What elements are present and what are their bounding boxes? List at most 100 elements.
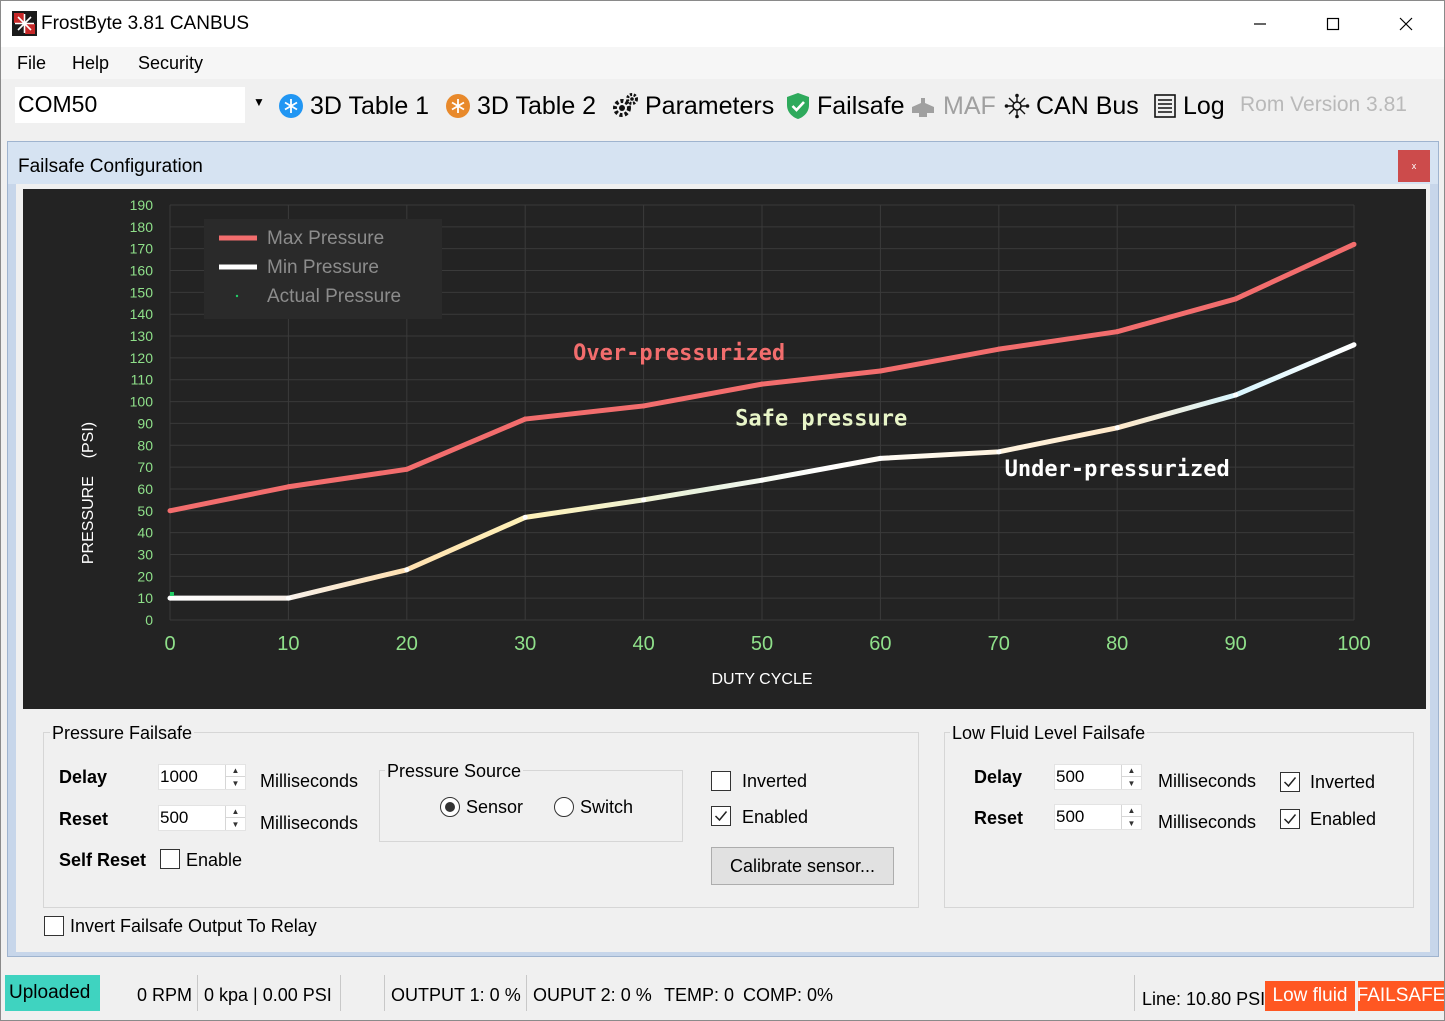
maximize-button[interactable] (1297, 1, 1369, 47)
source-sensor-label: Sensor (466, 797, 524, 817)
snowflake-blue-icon (279, 94, 303, 118)
com-port-field: COM50 (15, 87, 245, 123)
spinner-buttons: ▲ ▼ (225, 806, 245, 830)
pf-self-reset-checkbox[interactable] (160, 849, 180, 869)
pf-delay-spinner[interactable]: 1000 ▲ ▼ (158, 764, 246, 790)
point-min-pressure (1233, 392, 1239, 398)
source-sensor-radio[interactable] (440, 797, 460, 817)
chart-svg: 0102030405060708090100110120130140150160… (80, 197, 1371, 688)
invert-relay-checkbox[interactable] (44, 916, 64, 936)
lf-delay-value[interactable]: 500 (1056, 767, 1085, 786)
point-max-pressure (404, 466, 410, 472)
point-max-pressure (1233, 296, 1239, 302)
status-kpa-psi: 0 kpa | 0.00 PSI (204, 985, 332, 1005)
y-tick-label: 110 (131, 372, 154, 388)
tab-3d-table-2[interactable]: 3D Table 2 (445, 89, 596, 123)
x-tick-label: 20 (396, 633, 418, 655)
lf-delay-unit: Milliseconds (1158, 771, 1257, 791)
panel-close-button[interactable]: x (1398, 150, 1430, 182)
pf-inverted-label: Inverted (742, 771, 808, 791)
lf-inverted-checkbox[interactable] (1280, 772, 1300, 792)
menu-security[interactable]: Security (138, 53, 204, 73)
menu-file[interactable]: File (17, 53, 47, 73)
pf-self-reset-enable-label: Enable (186, 850, 243, 870)
maximize-icon (1326, 17, 1340, 31)
annotation-over-pressurized: Over-pressurized (573, 341, 785, 366)
x-tick-label: 60 (869, 633, 891, 655)
pf-reset-spinner[interactable]: 500 ▲ ▼ (158, 805, 246, 831)
y-tick-label: 30 (137, 546, 153, 562)
pf-enabled-checkbox[interactable] (711, 806, 731, 826)
point-max-pressure (877, 368, 883, 374)
tab-can-bus[interactable]: CAN Bus (1004, 89, 1139, 123)
tab-log-label: Log (1183, 91, 1225, 120)
spin-up-icon[interactable]: ▲ (1122, 805, 1141, 817)
rom-version-label: Rom Version 3.81 (1240, 93, 1407, 116)
spin-down-icon[interactable]: ▼ (231, 778, 240, 788)
lf-reset-label: Reset (974, 808, 1024, 828)
pf-delay-value[interactable]: 1000 (160, 767, 198, 786)
y-tick-label: 0 (145, 612, 153, 628)
spin-up-icon[interactable]: ▲ (226, 765, 245, 777)
maf-sensor-icon (912, 98, 934, 117)
spin-up-icon[interactable]: ▲ (226, 806, 245, 818)
tab-maf-label: MAF (943, 91, 996, 120)
y-tick-label: 130 (130, 328, 154, 344)
calibrate-sensor-button[interactable]: Calibrate sensor... (711, 847, 894, 885)
dropdown-arrow-icon[interactable]: ▼ (253, 95, 265, 109)
spin-up-icon[interactable]: ▲ (1122, 765, 1141, 777)
x-tick-label: 80 (1106, 633, 1128, 655)
pressure-source-group (379, 770, 683, 842)
lf-inverted-label: Inverted (1310, 772, 1376, 792)
x-tick-label: 40 (632, 633, 654, 655)
x-tick-label: 70 (988, 633, 1010, 655)
y-tick-label: 140 (130, 306, 154, 322)
tab-parameters[interactable]: Parameters (611, 89, 774, 123)
pf-inverted-checkbox[interactable] (711, 771, 731, 791)
source-switch-radio[interactable] (554, 797, 574, 817)
checkmark-icon (714, 811, 728, 822)
shield-check-icon (787, 93, 809, 119)
status-rpm: 0 RPM (137, 985, 193, 1005)
close-window-button[interactable] (1370, 1, 1442, 47)
spin-down-icon[interactable]: ▼ (1127, 778, 1136, 788)
point-min-pressure (759, 477, 765, 483)
gears-icon (613, 93, 638, 117)
y-tick-label: 100 (130, 394, 154, 410)
lf-reset-value[interactable]: 500 (1056, 807, 1085, 826)
minimize-button[interactable] (1224, 1, 1296, 47)
menu-bar: File Help Security (1, 47, 1444, 79)
pressure-source-title: Pressure Source (385, 761, 524, 782)
tab-parameters-label: Parameters (645, 91, 775, 120)
chart-y-axis-label: PRESSURE (PSI) (80, 422, 97, 564)
log-list-icon (1154, 94, 1176, 118)
spin-down-icon[interactable]: ▼ (1127, 818, 1136, 828)
lf-delay-label: Delay (974, 767, 1023, 787)
menu-help[interactable]: Help (72, 53, 110, 73)
x-tick-label: 90 (1224, 633, 1246, 655)
lf-reset-spinner[interactable]: 500 ▲ ▼ (1054, 804, 1142, 830)
spin-down-icon[interactable]: ▼ (231, 819, 240, 829)
com-port-select[interactable]: COM50 ▼ (15, 87, 267, 123)
lf-enabled-checkbox[interactable] (1280, 809, 1300, 829)
tab-failsafe[interactable]: Failsafe (785, 89, 905, 123)
panel-header: Failsafe Configuration x (8, 142, 1438, 184)
point-min-pressure (285, 595, 291, 601)
status-failsafe-badge: FAILSAFE (1357, 981, 1444, 1011)
pf-enabled-label: Enabled (742, 807, 809, 827)
y-tick-label: 10 (137, 590, 153, 606)
lf-delay-spinner[interactable]: 500 ▲ ▼ (1054, 764, 1142, 790)
status-output-2: OUPUT 2: 0 % (533, 985, 652, 1005)
point-min-pressure (877, 455, 883, 461)
low-fluid-failsafe-title: Low Fluid Level Failsafe (950, 723, 1148, 744)
pf-reset-value[interactable]: 500 (160, 808, 189, 827)
point-max-pressure (522, 416, 528, 422)
tab-3d-table-1[interactable]: 3D Table 1 (278, 89, 429, 123)
tab-log[interactable]: Log (1153, 89, 1225, 123)
y-tick-label: 60 (137, 481, 153, 497)
annotation-safe-pressure: Safe pressure (735, 407, 907, 432)
annotation-under-pressurized: Under-pressurized (1005, 457, 1230, 482)
tab-maf[interactable]: MAF (909, 89, 996, 123)
point-max-pressure (759, 381, 765, 387)
